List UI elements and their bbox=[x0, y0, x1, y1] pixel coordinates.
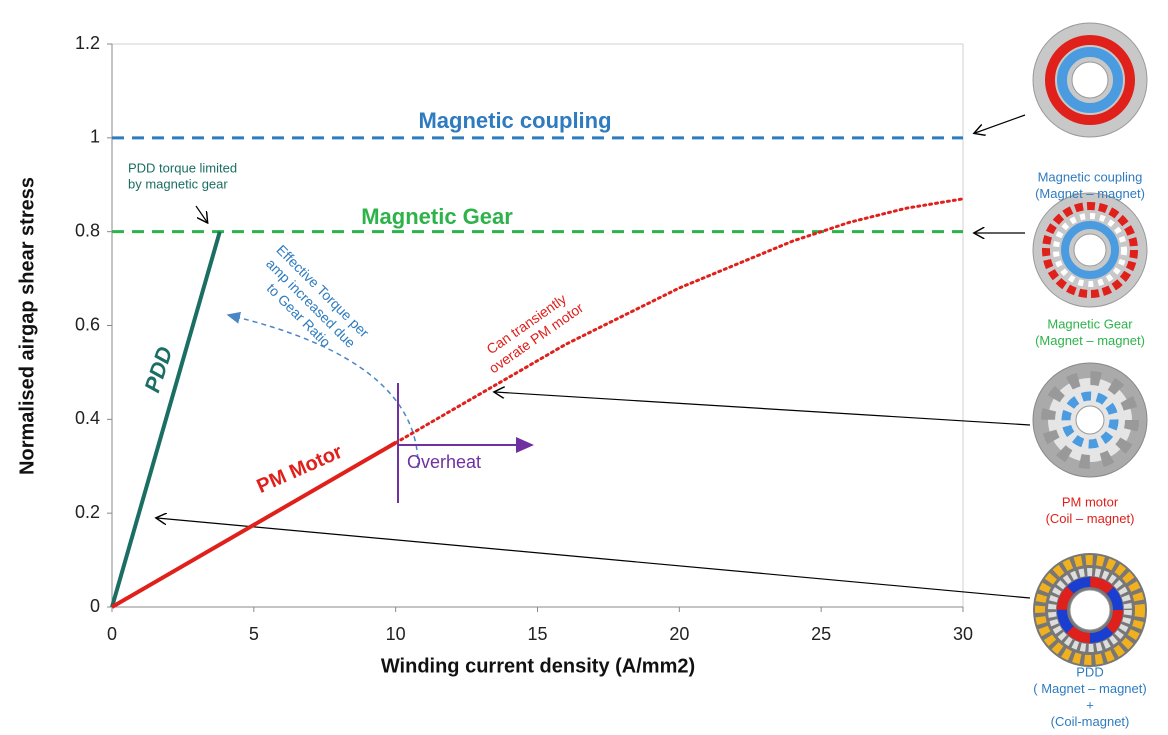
gear-icon bbox=[1032, 192, 1148, 308]
arrow bbox=[195, 205, 207, 222]
series-line bbox=[110, 231, 222, 608]
y-tick-label: 0.4 bbox=[75, 408, 100, 428]
series-label: Magnetic coupling bbox=[418, 108, 611, 133]
machine-label: (Magnet – magnet) bbox=[1035, 333, 1145, 348]
y-axis-title: Normalised airgap shear stress bbox=[16, 177, 38, 475]
x-tick-label: 25 bbox=[811, 624, 831, 644]
series-label: PM Motor bbox=[254, 441, 346, 498]
y-tick-label: 1 bbox=[90, 127, 100, 147]
machine-icons bbox=[1032, 22, 1148, 667]
y-tick-label: 0.2 bbox=[75, 502, 100, 522]
series-line bbox=[110, 441, 397, 609]
machine-label: ( Magnet – magnet) bbox=[1033, 681, 1146, 696]
x-tick-label: 0 bbox=[107, 624, 117, 644]
x-tick-label: 30 bbox=[953, 624, 973, 644]
machine-label: + bbox=[1086, 697, 1094, 712]
pdd-icon bbox=[1033, 553, 1147, 667]
machine-label: (Coil-magnet) bbox=[1051, 714, 1130, 729]
overheat-label: Overheat bbox=[407, 452, 481, 472]
machine-label: PM motor bbox=[1062, 494, 1119, 509]
coupling-icon bbox=[1032, 22, 1148, 138]
series-label: PDD bbox=[139, 343, 177, 395]
series-line bbox=[394, 197, 965, 445]
y-tick-label: 0 bbox=[90, 596, 100, 616]
machine-label: (Magnet – magnet) bbox=[1035, 186, 1145, 201]
y-tick-label: 0.8 bbox=[75, 220, 100, 240]
gear-ratio-arrow bbox=[226, 311, 419, 469]
series-label: Magnetic Gear bbox=[361, 204, 513, 229]
pointer-arrows bbox=[157, 114, 1031, 599]
x-tick-label: 10 bbox=[386, 624, 406, 644]
pm-motor-icon bbox=[1032, 362, 1148, 478]
x-tick-label: 5 bbox=[249, 624, 259, 644]
arrow bbox=[975, 114, 1026, 133]
machine-label: Magnetic Gear bbox=[1047, 316, 1133, 331]
x-tick-label: 20 bbox=[669, 624, 689, 644]
machine-label: Magnetic coupling bbox=[1038, 169, 1143, 184]
machine-label: PDD bbox=[1076, 664, 1103, 679]
x-tick-label: 15 bbox=[527, 624, 547, 644]
arrow bbox=[495, 392, 1031, 426]
y-tick-label: 0.6 bbox=[75, 314, 100, 334]
y-tick-label: 1.2 bbox=[75, 33, 100, 53]
annotation: PDD torque limited bbox=[128, 160, 237, 175]
machine-label: (Coil – magnet) bbox=[1046, 511, 1135, 526]
arrow bbox=[157, 518, 1031, 599]
x-axis-title: Winding current density (A/mm2) bbox=[381, 655, 695, 677]
annotation: by magnetic gear bbox=[128, 176, 228, 191]
